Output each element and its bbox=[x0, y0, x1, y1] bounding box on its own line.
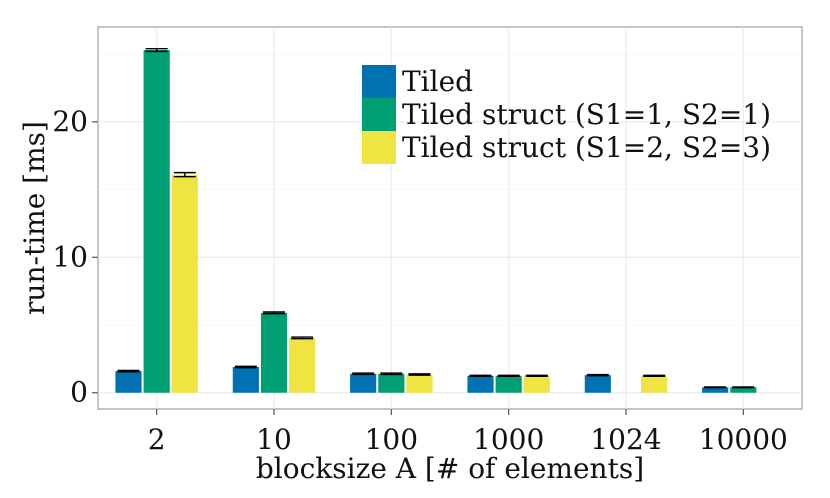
legend-label: Tiled bbox=[402, 65, 473, 98]
plot-panel bbox=[97, 26, 803, 410]
bar bbox=[171, 174, 198, 393]
y-axis-label: run-time [ms] bbox=[18, 121, 51, 315]
bar bbox=[406, 374, 433, 393]
bar bbox=[115, 371, 142, 393]
bar bbox=[260, 312, 288, 393]
bar bbox=[467, 375, 494, 393]
bar bbox=[584, 375, 611, 393]
y-tick-label: 20 bbox=[52, 105, 88, 138]
bar bbox=[523, 375, 550, 393]
x-tick-label: 1024 bbox=[590, 423, 661, 456]
y-tick-label: 0 bbox=[70, 376, 88, 409]
bars bbox=[115, 50, 757, 393]
bar bbox=[143, 50, 170, 393]
bar bbox=[378, 373, 405, 393]
x-axis-label: blocksize A [# of elements] bbox=[256, 452, 644, 485]
x-tick-label: 2 bbox=[148, 423, 166, 456]
bar bbox=[495, 375, 522, 393]
bar bbox=[350, 373, 377, 393]
legend-swatch bbox=[362, 98, 396, 131]
x-tick-label: 100 bbox=[365, 423, 418, 456]
legend-swatch bbox=[362, 65, 396, 98]
axes: 0 10 20 2 10 100 1000 1024 10000 bbox=[52, 105, 788, 456]
bar bbox=[641, 375, 668, 393]
bar bbox=[232, 367, 259, 393]
x-tick-label: 10000 bbox=[699, 423, 788, 456]
bar bbox=[730, 387, 757, 393]
x-tick-label: 10 bbox=[256, 423, 292, 456]
legend-swatch bbox=[362, 131, 396, 164]
y-tick-label: 10 bbox=[52, 240, 88, 273]
bar bbox=[289, 337, 316, 393]
legend-label: Tiled struct (S1=1, S2=1) bbox=[402, 98, 771, 131]
error-bars bbox=[117, 47, 755, 389]
x-tick-label: 1000 bbox=[473, 423, 544, 456]
legend-label: Tiled struct (S1=2, S2=3) bbox=[402, 131, 771, 164]
bar bbox=[702, 387, 729, 393]
